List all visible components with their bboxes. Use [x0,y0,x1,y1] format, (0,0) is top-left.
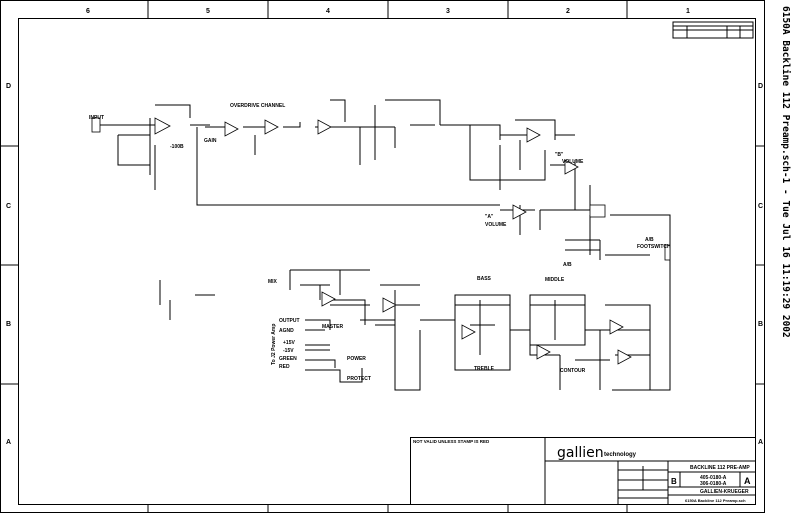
label-output: OUTPUT [279,318,300,324]
op-amp-b-volume [526,127,541,143]
doc-number-1: 405-0180-A [700,475,727,481]
input-jack-icon [91,117,101,133]
revision-letter: A [744,476,751,486]
label-bass: BASS [477,276,492,282]
op-amp-bass [461,324,476,340]
client-name: GALLIEN-KRUEGER [700,489,749,495]
zone-col-5: 5 [206,8,210,15]
relay-switch [589,204,606,218]
op-amp-master [382,297,397,313]
label-a-tag: "A" [485,214,494,220]
label-contour: CONTOUR [560,368,586,374]
stamp-note: NOT VALID UNLESS STAMP IS RED [413,439,490,444]
wiring [100,99,671,391]
zone-row-d-right: D [758,83,763,90]
label-gain: GAIN [204,138,217,144]
sheet-size: B [671,477,677,486]
company-logo: gallien [557,445,604,461]
label-minus15v: -15V [283,348,294,354]
op-amp-contour1 [609,319,624,335]
drawing-title: BACKLINE 112 PRE-AMP [690,465,750,471]
zone-row-c: C [6,203,11,210]
label-ab-switch: A/B [563,262,572,268]
op-amp-mix [321,291,336,307]
label-agnd: AGND [279,328,294,334]
label-footswitch: FOOTSWITCH [637,244,671,250]
zone-row-a: A [6,439,11,446]
zone-col-6: 6 [86,8,90,15]
title-block: NOT VALID UNLESS STAMP IS RED gallien te… [410,437,756,505]
label-input: INPUT [89,115,104,121]
zone-col-1: 1 [686,8,690,15]
schematic-sheet: 6 5 4 3 2 1 D C B A D C B A [0,0,765,513]
label-100db: -100B [170,144,184,150]
label-master: MASTER [322,324,344,330]
revision-table [672,21,754,39]
doc-number-2: 306-0180-A [700,481,727,487]
label-plus15v: +15V [283,340,295,346]
zone-row-d: D [6,83,11,90]
label-ab-footswitch: A/B [645,237,654,243]
label-treble: TREBLE [474,366,495,372]
label-protect: PROTECT [347,376,371,382]
zone-col-4: 4 [326,8,330,15]
op-amp-od3 [317,119,332,135]
label-b-tag: "B" [555,152,564,158]
op-amp-contour2 [617,349,632,365]
op-amp-od1 [224,121,239,137]
label-power: POWER [347,356,366,362]
company-suffix: technology [604,452,637,458]
op-amps [91,117,671,365]
op-amp-middle [536,344,551,360]
zone-row-b: B [6,321,11,328]
op-amp-input [154,117,171,135]
label-mix: MIX [268,279,278,285]
op-amp-od2 [264,119,279,135]
zone-row-c-right: C [758,203,763,210]
zone-col-2: 2 [566,8,570,15]
label-volume-a: VOLUME [485,222,507,228]
label-green: GREEN [279,356,297,362]
zone-row-b-right: B [758,321,763,328]
footswitch-jack-icon [664,244,671,261]
file-name: 6150A Backline 112 Preamp.sch [685,498,746,503]
label-volume-b: VOLUME [562,159,584,165]
sheet-file-label: 6150A Backline 112 Preamp.sch-1 - Tue Ju… [780,6,791,338]
label-to-power-amp: To J2 Power Amp [271,324,277,365]
label-overdrive-channel: OVERDRIVE CHANNEL [230,103,285,109]
op-amp-vol [564,159,579,175]
label-middle: MIDDLE [545,277,565,283]
zone-col-3: 3 [446,8,450,15]
sheet-frame: 6 5 4 3 2 1 D C B A D C B A [0,0,765,513]
op-amp-a-volume [512,204,527,220]
label-red: RED [279,364,290,370]
zone-row-a-right: A [758,439,763,446]
